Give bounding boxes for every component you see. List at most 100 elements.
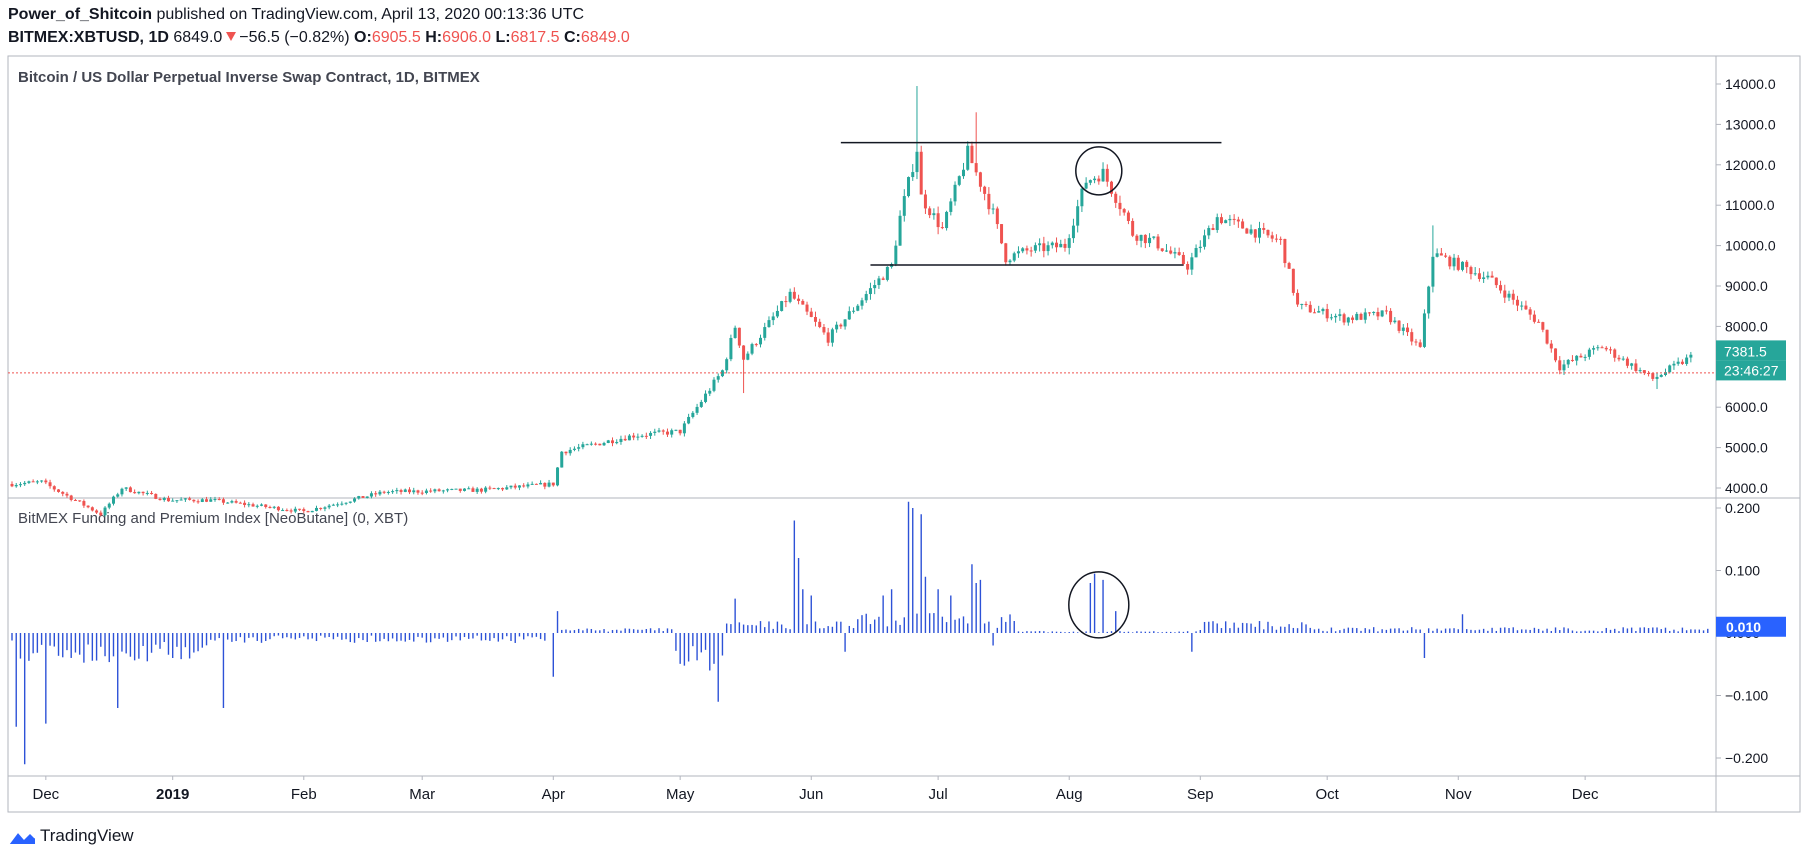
candle-body bbox=[226, 502, 230, 504]
candle-body bbox=[1465, 261, 1469, 268]
low-label: L: bbox=[495, 29, 511, 46]
candle-body bbox=[1338, 314, 1342, 316]
candle-body bbox=[1630, 363, 1634, 366]
candle-body bbox=[695, 406, 699, 413]
candle-body bbox=[1270, 235, 1274, 239]
candle-body bbox=[1279, 238, 1283, 240]
candle-body bbox=[589, 443, 593, 445]
candle-body bbox=[40, 480, 44, 482]
candle-body bbox=[682, 423, 686, 434]
candle-body bbox=[797, 298, 801, 301]
candle-body bbox=[217, 499, 221, 501]
candle-body bbox=[1647, 373, 1651, 375]
candle-body bbox=[1042, 243, 1046, 252]
candle-body bbox=[369, 493, 373, 497]
candle-body bbox=[1321, 308, 1325, 312]
candle-body bbox=[1680, 361, 1684, 364]
candle-body bbox=[940, 227, 944, 229]
candle-body bbox=[704, 393, 708, 402]
candle-body bbox=[1063, 243, 1067, 248]
candle-body bbox=[657, 430, 661, 432]
candle-body bbox=[945, 211, 949, 229]
candle-body bbox=[306, 511, 310, 513]
candle-body bbox=[1215, 217, 1219, 231]
candle-body bbox=[894, 245, 898, 265]
candle-body bbox=[1566, 359, 1570, 365]
candle-body bbox=[1452, 257, 1456, 267]
candle-body bbox=[1507, 293, 1511, 298]
candle-body bbox=[505, 487, 509, 490]
candle-body bbox=[35, 481, 39, 483]
candle-body bbox=[103, 507, 107, 516]
author-name[interactable]: Power_of_Shitcoin bbox=[8, 6, 153, 23]
candle-body bbox=[408, 489, 412, 493]
candle-body bbox=[31, 481, 35, 483]
candle-body bbox=[124, 487, 128, 489]
candle-body bbox=[517, 485, 521, 488]
time-axis-label: Jul bbox=[929, 786, 948, 803]
candle-body bbox=[678, 429, 682, 434]
candle-body bbox=[120, 488, 124, 495]
candle-body bbox=[399, 490, 403, 492]
candle-body bbox=[898, 215, 902, 246]
candle-body bbox=[1486, 275, 1490, 278]
candle-body bbox=[653, 431, 657, 433]
candle-body bbox=[1050, 242, 1054, 246]
candle-body bbox=[251, 504, 255, 507]
high-label: H: bbox=[425, 29, 443, 46]
candle-body bbox=[1131, 220, 1135, 236]
candle-body bbox=[1414, 341, 1418, 343]
candle-body bbox=[1148, 237, 1152, 244]
candle-body bbox=[454, 488, 458, 490]
candle-body bbox=[69, 495, 73, 500]
candle-body bbox=[1160, 248, 1164, 251]
candle-body bbox=[1499, 285, 1503, 291]
open-value: 6905.5 bbox=[371, 29, 421, 46]
ohlc-legend: BITMEX:XBTUSD, 1D 6849.0 −56.5 (−0.82%) O… bbox=[8, 29, 630, 47]
candle-body bbox=[1025, 248, 1029, 251]
candle-body bbox=[1207, 228, 1211, 236]
candle-body bbox=[107, 503, 111, 508]
price-axis-label: 14000.0 bbox=[1725, 76, 1776, 92]
candle-body bbox=[386, 491, 390, 493]
candle-body bbox=[1253, 229, 1257, 238]
candle-body bbox=[966, 145, 970, 170]
candle-body bbox=[1372, 311, 1376, 313]
candle-body bbox=[1245, 228, 1249, 234]
candle-body bbox=[1219, 217, 1223, 224]
funding-value-label: 0.010 bbox=[1726, 619, 1761, 635]
candle-body bbox=[1287, 263, 1291, 269]
candle-body bbox=[458, 488, 462, 491]
candle-body bbox=[171, 500, 175, 502]
candle-body bbox=[1059, 243, 1063, 248]
candle-body bbox=[991, 208, 995, 210]
candle-body bbox=[429, 490, 433, 492]
candle-body bbox=[1600, 347, 1604, 349]
candle-body bbox=[856, 305, 860, 311]
candle-body bbox=[1000, 224, 1004, 244]
candle-body bbox=[644, 435, 648, 437]
candle-body bbox=[911, 172, 915, 178]
candle-body bbox=[1274, 238, 1278, 240]
candle-body bbox=[412, 490, 416, 493]
time-axis-label: Dec bbox=[1572, 786, 1599, 803]
candle-body bbox=[640, 435, 644, 437]
candle-body bbox=[1355, 313, 1359, 320]
candle-body bbox=[1122, 209, 1126, 213]
candle-body bbox=[268, 507, 272, 509]
candle-body bbox=[1241, 221, 1245, 229]
candle-body bbox=[1291, 268, 1295, 293]
candle-body bbox=[234, 501, 238, 503]
candle-body bbox=[1448, 256, 1452, 267]
candle-body bbox=[877, 278, 881, 286]
candle-body bbox=[1329, 317, 1333, 319]
candle-body bbox=[1689, 354, 1693, 358]
candle-body bbox=[1169, 250, 1173, 254]
candle-body bbox=[1105, 168, 1109, 182]
candle-body bbox=[391, 491, 395, 493]
candle-body bbox=[1583, 356, 1587, 358]
candle-body bbox=[1625, 358, 1629, 366]
funding-axis-label: −0.200 bbox=[1725, 750, 1768, 766]
tradingview-footer[interactable]: TradingView bbox=[8, 826, 134, 846]
